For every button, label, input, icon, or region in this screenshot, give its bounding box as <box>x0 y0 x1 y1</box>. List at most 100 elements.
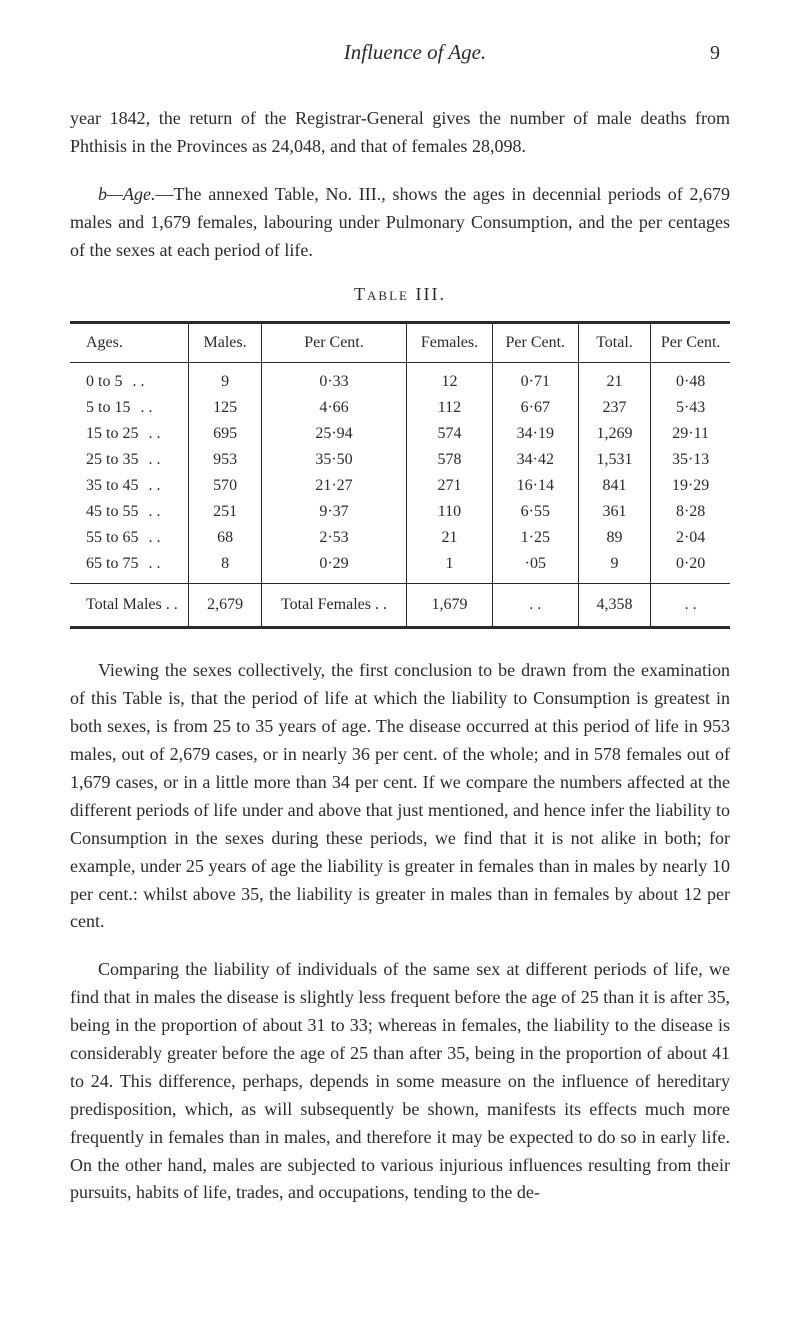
cell: 65 to 75. . <box>70 551 189 584</box>
row-dots: . . <box>138 451 160 469</box>
cell: 34·19 <box>492 421 578 447</box>
para2-italic-lead: b—Age. <box>98 184 156 204</box>
cell: 0·71 <box>492 363 578 396</box>
cell: 570 <box>189 473 262 499</box>
paragraph-3: Viewing the sexes collectively, the firs… <box>70 657 730 936</box>
cell-text: 15 to 25 <box>86 425 138 442</box>
cell: Total Females . . <box>261 584 406 628</box>
row-dots: . . <box>138 555 160 573</box>
paragraph-1: year 1842, the return of the Registrar-G… <box>70 105 730 161</box>
cell: 34·42 <box>492 447 578 473</box>
cell: ·05 <box>492 551 578 584</box>
cell: 841 <box>578 473 651 499</box>
cell-text: 65 to 75 <box>86 555 138 572</box>
cell-text: 45 to 55 <box>86 503 138 520</box>
row-dots: . . <box>138 425 160 443</box>
cell: 19·29 <box>651 473 730 499</box>
cell: 271 <box>407 473 493 499</box>
row-dots: . . <box>122 373 144 391</box>
page-number: 9 <box>710 42 720 65</box>
cell: 68 <box>189 525 262 551</box>
row-dots: . . <box>130 399 152 417</box>
cell: 25 to 35. . <box>70 447 189 473</box>
cell: 953 <box>189 447 262 473</box>
cell: 9 <box>189 363 262 396</box>
cell: 21 <box>407 525 493 551</box>
cell: 5·43 <box>651 395 730 421</box>
cell-text: 5 to 15 <box>86 399 130 416</box>
col-header: Ages. <box>70 323 189 363</box>
paragraph-4: Comparing the liability of individuals o… <box>70 956 730 1207</box>
cell: 25·94 <box>261 421 406 447</box>
cell: 9 <box>578 551 651 584</box>
cell: 0·20 <box>651 551 730 584</box>
table-row: 15 to 25. . 695 25·94 574 34·19 1,269 29… <box>70 421 730 447</box>
cell: 5 to 15. . <box>70 395 189 421</box>
cell: 21 <box>578 363 651 396</box>
paragraph-2: b—Age.—The annexed Table, No. III., show… <box>70 181 730 265</box>
cell: 2,679 <box>189 584 262 628</box>
cell: 0·48 <box>651 363 730 396</box>
cell: 361 <box>578 499 651 525</box>
cell: 574 <box>407 421 493 447</box>
cell: 251 <box>189 499 262 525</box>
cell: 1,679 <box>407 584 493 628</box>
cell: . . <box>492 584 578 628</box>
table-header-row: Ages. Males. Per Cent. Females. Per Cent… <box>70 323 730 363</box>
cell: 110 <box>407 499 493 525</box>
cell-text: 0 to 5 <box>86 373 122 390</box>
table-row: 5 to 15. . 125 4·66 112 6·67 237 5·43 <box>70 395 730 421</box>
row-dots: . . <box>138 503 160 521</box>
col-header: Per Cent. <box>492 323 578 363</box>
cell: 2·53 <box>261 525 406 551</box>
cell: . . <box>651 584 730 628</box>
cell: 15 to 25. . <box>70 421 189 447</box>
cell: 1,531 <box>578 447 651 473</box>
cell: 6·67 <box>492 395 578 421</box>
cell: 2·04 <box>651 525 730 551</box>
table-row: 35 to 45. . 570 21·27 271 16·14 841 19·2… <box>70 473 730 499</box>
cell: 89 <box>578 525 651 551</box>
cell: 4,358 <box>578 584 651 628</box>
table-row: 55 to 65. . 68 2·53 21 1·25 89 2·04 <box>70 525 730 551</box>
cell: 237 <box>578 395 651 421</box>
table-caption: Table III. <box>70 284 730 305</box>
row-dots: . . <box>138 477 160 495</box>
col-header: Per Cent. <box>261 323 406 363</box>
cell: 12 <box>407 363 493 396</box>
page-title: Influence of Age. <box>80 40 710 65</box>
cell-text: 55 to 65 <box>86 529 138 546</box>
cell: 1 <box>407 551 493 584</box>
col-header: Females. <box>407 323 493 363</box>
table-footer-row: Total Males . . 2,679 Total Females . . … <box>70 584 730 628</box>
cell: 8 <box>189 551 262 584</box>
data-table: Ages. Males. Per Cent. Females. Per Cent… <box>70 321 730 629</box>
table-row: 25 to 35. . 953 35·50 578 34·42 1,531 35… <box>70 447 730 473</box>
cell: 6·55 <box>492 499 578 525</box>
table-row: 0 to 5. . 9 0·33 12 0·71 21 0·48 <box>70 363 730 396</box>
cell: 1·25 <box>492 525 578 551</box>
cell: 35·50 <box>261 447 406 473</box>
cell: 35 to 45. . <box>70 473 189 499</box>
cell: 125 <box>189 395 262 421</box>
para2-body: —The annexed Table, No. III., shows the … <box>70 184 730 260</box>
page-header: Influence of Age. 9 <box>70 40 730 65</box>
cell: 0·29 <box>261 551 406 584</box>
cell: 16·14 <box>492 473 578 499</box>
cell-text: 25 to 35 <box>86 451 138 468</box>
cell: 112 <box>407 395 493 421</box>
col-header: Per Cent. <box>651 323 730 363</box>
cell: 0 to 5. . <box>70 363 189 396</box>
cell: 578 <box>407 447 493 473</box>
table-row: 65 to 75. . 8 0·29 1 ·05 9 0·20 <box>70 551 730 584</box>
cell: 29·11 <box>651 421 730 447</box>
cell: 35·13 <box>651 447 730 473</box>
cell: 55 to 65. . <box>70 525 189 551</box>
cell: 9·37 <box>261 499 406 525</box>
table-body: 0 to 5. . 9 0·33 12 0·71 21 0·48 5 to 15… <box>70 363 730 584</box>
col-header: Total. <box>578 323 651 363</box>
row-dots: . . <box>138 529 160 547</box>
cell: 45 to 55. . <box>70 499 189 525</box>
table-row: 45 to 55. . 251 9·37 110 6·55 361 8·28 <box>70 499 730 525</box>
cell: 695 <box>189 421 262 447</box>
